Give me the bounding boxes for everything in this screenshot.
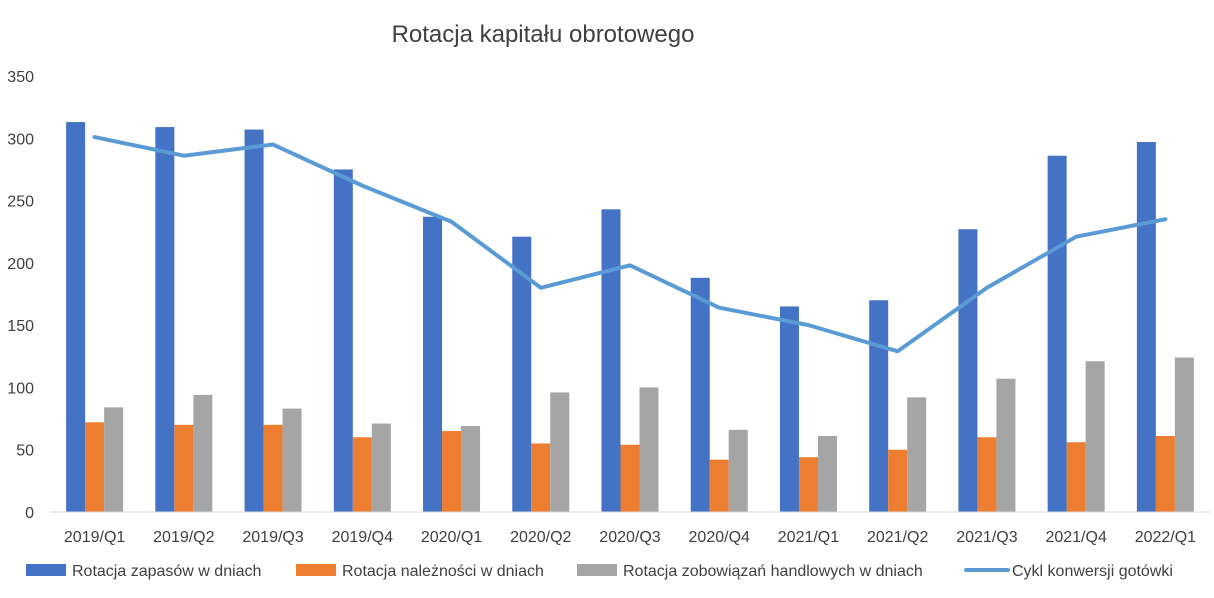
legend-label: Rotacja zobowiązań handlowych w dniach xyxy=(623,563,923,580)
legend-swatch xyxy=(577,564,617,576)
x-tick-label: 2019/Q3 xyxy=(242,529,303,546)
bar xyxy=(907,397,927,512)
bar xyxy=(888,449,908,512)
bar xyxy=(244,129,264,512)
bar xyxy=(371,423,391,512)
chart-title: Rotacja kapitału obrotowego xyxy=(392,21,695,48)
y-tick-label: 300 xyxy=(7,131,34,148)
bar xyxy=(958,229,978,513)
bar xyxy=(531,443,551,512)
bar xyxy=(282,408,302,512)
bar xyxy=(869,300,889,512)
bar xyxy=(550,392,570,512)
bar xyxy=(1047,155,1067,512)
bar xyxy=(977,437,997,512)
bar-marks xyxy=(66,122,1194,513)
legend-label: Rotacja zapasów w dniach xyxy=(72,563,261,580)
x-tick-label: 2021/Q1 xyxy=(778,529,839,546)
legend-swatch xyxy=(26,564,66,576)
bar xyxy=(104,407,124,512)
bar xyxy=(601,209,621,512)
legend-label: Cykl konwersji gotówki xyxy=(1012,563,1173,580)
bar xyxy=(1085,361,1105,512)
bar xyxy=(352,437,372,512)
y-tick-label: 250 xyxy=(7,194,34,211)
y-tick-label: 50 xyxy=(16,443,34,460)
y-tick-label: 200 xyxy=(7,256,34,273)
bar xyxy=(690,277,710,512)
x-tick-label: 2021/Q3 xyxy=(956,529,1017,546)
bar xyxy=(817,436,837,512)
bar xyxy=(639,387,659,512)
x-axis: 2019/Q1 2019/Q2 2019/Q3 2019/Q4 2020/Q1 2020/… xyxy=(50,511,1210,546)
y-tick-label: 0 xyxy=(25,505,34,522)
x-tick-label: 2019/Q1 xyxy=(64,529,125,546)
bar xyxy=(442,431,462,512)
x-tick-label: 2020/Q4 xyxy=(689,529,750,546)
x-tick-label: 2019/Q4 xyxy=(332,529,393,546)
x-tick-label: 2019/Q2 xyxy=(153,529,214,546)
bar xyxy=(263,424,283,512)
legend-swatch xyxy=(296,564,336,576)
bar xyxy=(512,236,532,512)
x-tick-label: 2021/Q4 xyxy=(1045,529,1106,546)
bar xyxy=(423,216,443,512)
series-line xyxy=(92,135,1168,354)
bar xyxy=(155,127,175,513)
y-tick-label: 350 xyxy=(7,69,34,86)
bar xyxy=(66,122,86,512)
bar xyxy=(1066,442,1086,512)
bar xyxy=(193,394,213,512)
y-tick-label: 150 xyxy=(7,318,34,335)
bar xyxy=(709,459,729,512)
bar xyxy=(996,378,1016,512)
x-tick-label: 2020/Q1 xyxy=(421,529,482,546)
bar xyxy=(85,422,105,512)
legend-label: Rotacja należności w dniach xyxy=(342,563,544,580)
bar xyxy=(461,426,481,512)
y-tick-label: 100 xyxy=(7,380,34,397)
bar xyxy=(333,169,353,512)
legend: Rotacja zapasów w dniach Rotacja należnoś… xyxy=(26,563,1173,580)
bar xyxy=(620,444,640,512)
bar xyxy=(1155,436,1175,512)
line-series xyxy=(92,135,1168,354)
bar xyxy=(174,424,194,512)
bar xyxy=(728,429,748,512)
x-tick-label: 2020/Q2 xyxy=(510,529,571,546)
bar xyxy=(1136,142,1156,512)
bar xyxy=(1174,357,1194,512)
x-tick-label: 2022/Q1 xyxy=(1135,529,1196,546)
y-axis: 0 50 100 150 200 250 300 350 xyxy=(7,69,34,522)
x-tick-label: 2021/Q2 xyxy=(867,529,928,546)
bar xyxy=(798,457,818,512)
x-tick-label: 2020/Q3 xyxy=(599,529,660,546)
bar xyxy=(779,306,799,512)
